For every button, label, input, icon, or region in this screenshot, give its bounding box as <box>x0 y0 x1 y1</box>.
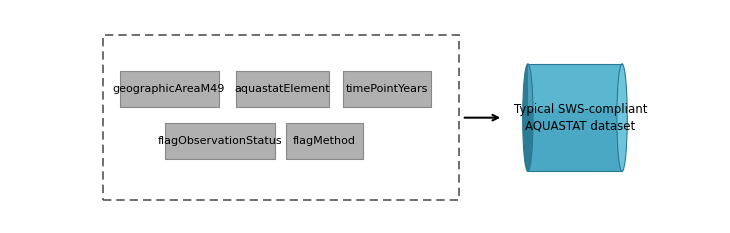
Text: Typical SWS-compliant
AQUASTAT dataset: Typical SWS-compliant AQUASTAT dataset <box>514 103 648 133</box>
Text: aquastatElement: aquastatElement <box>234 84 330 94</box>
Text: flagMethod: flagMethod <box>293 136 356 146</box>
Bar <box>236 71 328 107</box>
Text: geographicAreaM49: geographicAreaM49 <box>113 84 226 94</box>
Bar <box>528 64 622 171</box>
Bar <box>286 123 363 159</box>
Text: timePointYears: timePointYears <box>346 84 428 94</box>
Bar <box>343 71 431 107</box>
Bar <box>102 35 459 200</box>
Bar <box>120 71 218 107</box>
Bar <box>528 64 622 109</box>
Ellipse shape <box>523 64 533 171</box>
Bar <box>165 123 275 159</box>
Text: flagObservationStatus: flagObservationStatus <box>158 136 283 146</box>
Ellipse shape <box>617 64 627 171</box>
